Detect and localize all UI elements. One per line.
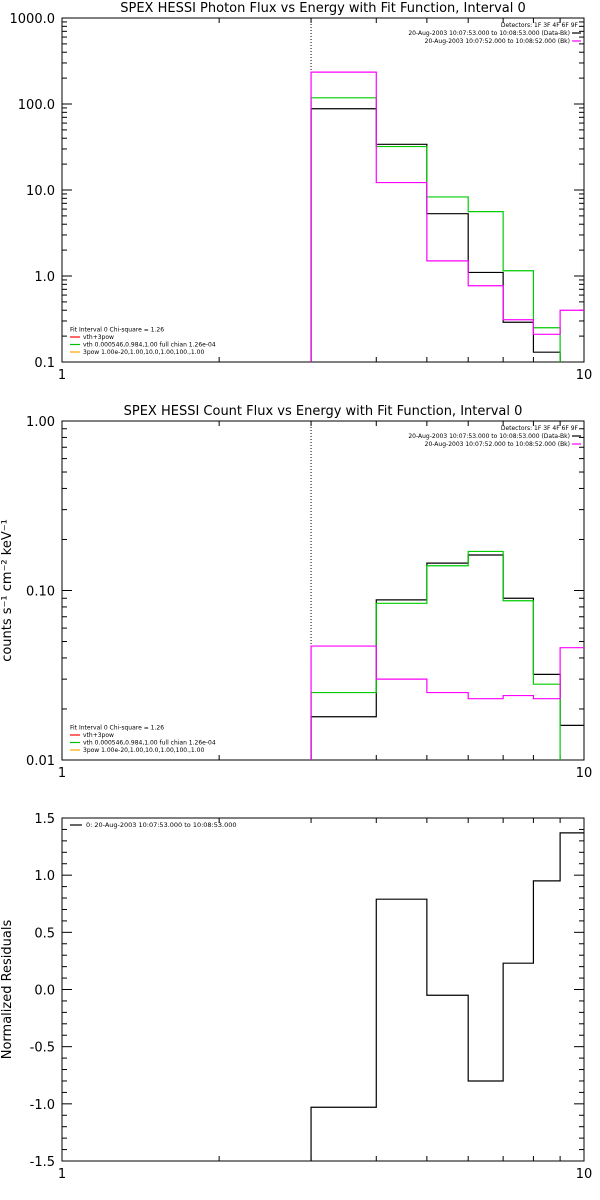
fit-legend-entry: Fit Interval 0 Chi-square = 1.26: [70, 725, 164, 732]
series-line-3: [310, 71, 584, 362]
fit-legend-entry: vth+3pow: [83, 732, 114, 739]
fit-legend-entry: vth 0.000546,0.984,1.00 full chian 1.26e…: [83, 740, 216, 747]
legend-entry: 20-Aug-2003 10:07:52.000 to 10:08:52.000…: [425, 38, 570, 45]
x-tick-label: 1: [58, 1167, 66, 1182]
series-group: [310, 550, 584, 760]
y-tick-label: 0.01: [26, 754, 55, 769]
series-line-1: [310, 832, 584, 1161]
y-tick-label: 0.1: [34, 356, 55, 371]
chart-title: SPEX HESSI Photon Flux vs Energy with Fi…: [120, 1, 526, 16]
x-tick-label: 10: [576, 368, 593, 383]
y-tick-label: -1.0: [30, 1098, 55, 1113]
fit-legend-entry: 3pow 1.00e-20,1.00,10.0,1.00,100.,1.00: [83, 349, 204, 356]
fit-legend-entry: vth+3pow: [83, 334, 114, 341]
x-tick-label: 10: [576, 1167, 593, 1182]
x-tick-label: 1: [58, 766, 66, 781]
y-tick-label: 1.0: [34, 869, 55, 884]
legend-entry: 0: 20-Aug-2003 10:07:53.000 to 10:08:53.…: [86, 821, 237, 829]
plot-frame: [61, 17, 585, 363]
y-tick-label: 1.00: [26, 415, 55, 430]
y-axis-label: Normalized Residuals: [0, 920, 15, 1060]
y-tick-label: 0.0: [34, 984, 55, 999]
fit-legend-entry: 3pow 1.00e-20,1.00,10.0,1.00,100.,1.00: [83, 747, 204, 754]
fit-legend-entry: Fit Interval 0 Chi-square = 1.26: [70, 327, 164, 334]
series-group: [310, 832, 584, 1161]
y-axis-label: counts s⁻¹ cm⁻² keV⁻¹: [0, 519, 15, 662]
series-line-2: [310, 550, 561, 760]
x-tick-label: 10: [576, 766, 593, 781]
y-tick-label: -1.5: [30, 1155, 55, 1170]
legend-entry: 20-Aug-2003 10:07:53.000 to 10:08:53.000…: [408, 433, 570, 440]
x-tick-label: 1: [58, 368, 66, 383]
chart-panel-1: 1 10 0.1 1.0 10.0 100.0 1000.0 SPEX HESSI Photo…: [10, 1, 593, 383]
fit-legend-entry: vth 0.000546,0.984,1.00 full chian 1.26e…: [83, 342, 216, 349]
y-tick-label: 100.0: [18, 98, 55, 113]
series-line-2: [310, 97, 561, 362]
y-tick-label: 1.5: [34, 812, 55, 827]
series-line-1: [310, 554, 584, 760]
chart-panel-3: 1 10 -1.5 -1.0 -0.5 0.0 0.5 1.0 1.5 Normalized Re…: [0, 812, 592, 1182]
y-tick-label: 1.0: [34, 270, 55, 285]
y-tick-label: -0.5: [30, 1041, 55, 1056]
legend-entry: Detectors: 1F 3F 4F 6F 9F: [501, 22, 579, 29]
y-tick-label: 0.5: [34, 926, 55, 941]
chart-title: SPEX HESSI Count Flux vs Energy with Fit…: [124, 404, 523, 419]
y-tick-label: 0.10: [26, 585, 55, 600]
series-line-3: [310, 645, 584, 760]
y-tick-label: 10.0: [26, 184, 55, 199]
series-line-1: [310, 108, 561, 362]
chart-panel-2: 1 10 0.01 0.10 1.00 SPEX HESSI Count Flux vs …: [0, 404, 593, 781]
y-tick-label: 1000.0: [10, 12, 56, 27]
legend-entry: Detectors: 1F 3F 4F 6F 9F: [501, 425, 579, 432]
legend-entry: 20-Aug-2003 10:07:52.000 to 10:08:52.000…: [425, 441, 570, 448]
legend-entry: 20-Aug-2003 10:07:53.000 to 10:08:53.000…: [408, 30, 570, 37]
series-group: [310, 71, 584, 362]
plot-frame: [61, 817, 585, 1162]
plot-frame: [61, 420, 585, 761]
